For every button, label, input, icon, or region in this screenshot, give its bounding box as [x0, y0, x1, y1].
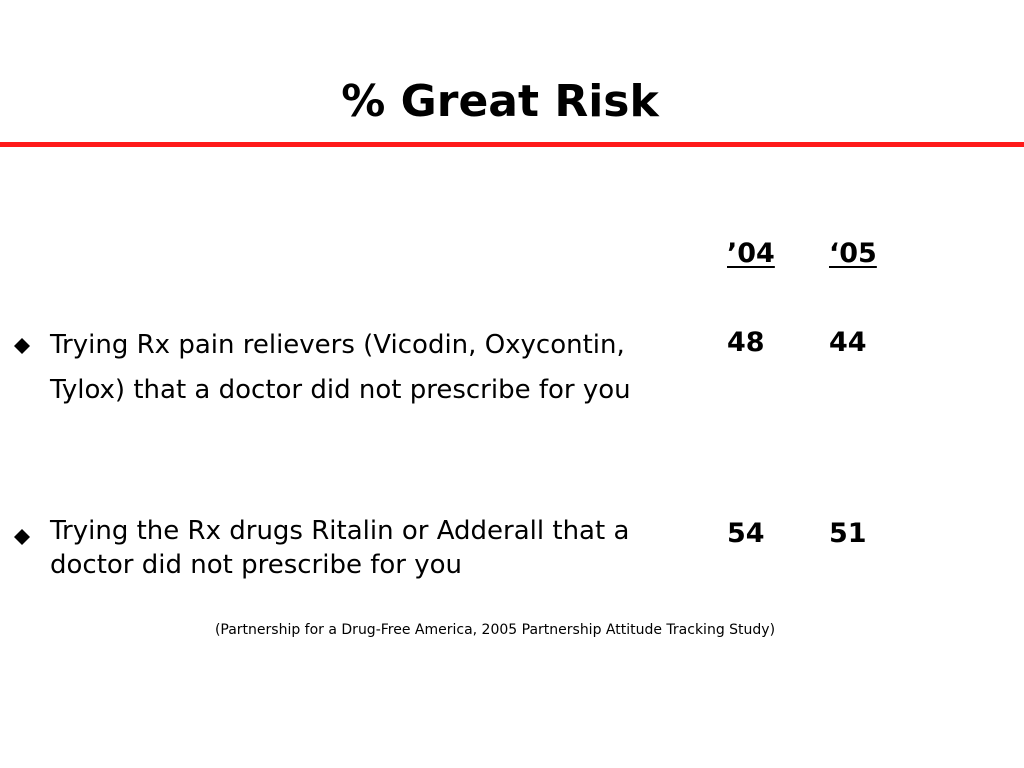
value-2004-pain-relievers: 48: [727, 327, 765, 358]
value-2005-ritalin-adderall: 51: [829, 518, 867, 549]
column-header-2005: ‘05: [829, 238, 877, 269]
list-item-ritalin-adderall: Trying the Rx drugs Ritalin or Adderall …: [50, 516, 630, 580]
diamond-bullet-icon: [12, 336, 34, 360]
slide-title: % Great Risk: [341, 76, 659, 127]
source-citation: (Partnership for a Drug-Free America, 20…: [214, 622, 776, 638]
list-item-pain-relievers: Trying Rx pain relievers (Vicodin, Oxyco…: [50, 330, 631, 405]
diamond-bullet-icon: [12, 527, 34, 551]
value-2005-pain-relievers: 44: [829, 327, 867, 358]
title-divider: [0, 142, 1024, 147]
value-2004-ritalin-adderall: 54: [727, 518, 765, 549]
column-header-2004: ’04: [727, 238, 775, 269]
